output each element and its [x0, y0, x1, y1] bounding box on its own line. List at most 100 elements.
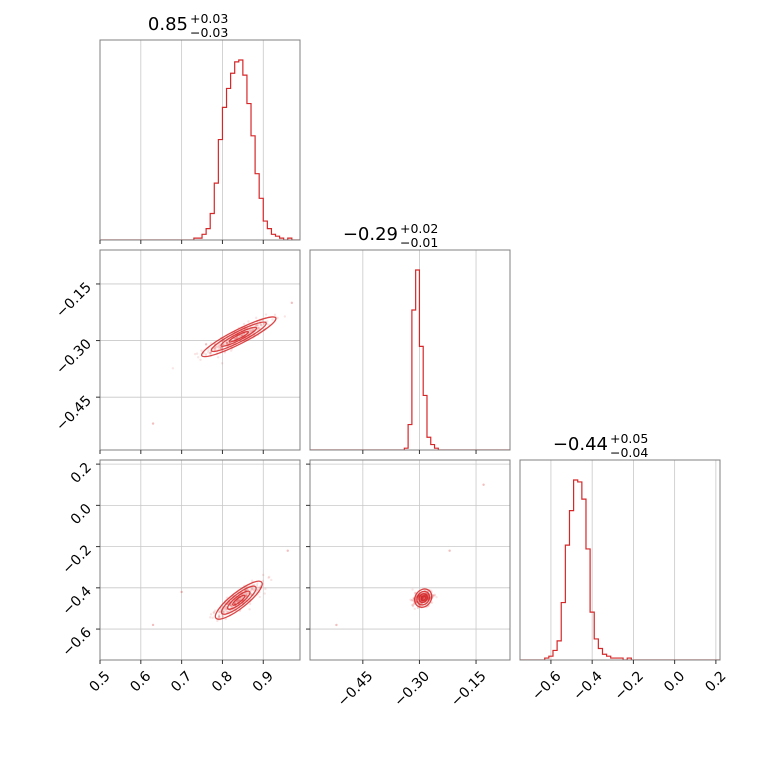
scatter-point [226, 610, 230, 613]
scatter-point [180, 590, 183, 594]
scatter-point [255, 324, 258, 327]
scatter-point [171, 367, 175, 370]
scatter-point [411, 604, 415, 607]
scatter-point [431, 593, 435, 597]
scatter-point [222, 611, 226, 614]
x-tick-label: −0.4 [570, 668, 605, 703]
scatter-point [242, 322, 246, 326]
scatter-point [247, 588, 250, 591]
scatter-point [234, 336, 238, 340]
panel-title-minus-2: −0.04 [610, 445, 648, 460]
scatter-point [222, 611, 225, 614]
scatter-point [235, 600, 238, 604]
scatter-point [421, 597, 424, 600]
contour-line [220, 585, 257, 615]
scatter-point [229, 604, 233, 607]
scatter-point [264, 587, 267, 591]
scatter-point [256, 581, 259, 585]
scatter-point [249, 329, 252, 332]
scatter-point [249, 588, 252, 592]
scatter-point [220, 346, 223, 350]
panel-frame [309, 249, 511, 451]
scatter-point [243, 332, 246, 336]
scatter-point [411, 599, 415, 602]
scatter-point [250, 579, 254, 582]
scatter-point [208, 351, 212, 355]
scatter-point [209, 351, 213, 354]
y-tick-label: −0.15 [53, 279, 95, 321]
scatter-point [233, 602, 237, 605]
contour-line [228, 330, 250, 343]
scatter-point [431, 595, 435, 598]
contour-line [418, 593, 428, 604]
scatter-point [209, 352, 212, 356]
scatter-point [413, 591, 417, 594]
scatter-point [225, 341, 229, 345]
panel-title-0: 0.85 [148, 14, 188, 35]
histogram-1 [310, 269, 510, 450]
scatter-point [233, 338, 236, 341]
scatter-point [216, 344, 219, 347]
scatter-point [221, 614, 225, 618]
scatter-point [204, 352, 208, 356]
scatter-point [270, 578, 273, 582]
x-tick-label: −0.45 [335, 668, 377, 710]
scatter-point [411, 598, 414, 602]
scatter-point [226, 610, 229, 613]
scatter-point [216, 356, 220, 359]
scatter-point [421, 597, 424, 600]
panel-frame [519, 459, 721, 661]
scatter-point [433, 594, 437, 597]
contour-line [414, 588, 433, 608]
scatter-points [151, 549, 289, 627]
scatter-point [432, 594, 435, 598]
scatter-point [248, 608, 251, 611]
scatter-point [430, 601, 434, 604]
x-tick-label: 0.6 [127, 668, 154, 695]
scatter-point [237, 599, 240, 602]
panel-title-minus-0: −0.03 [190, 25, 228, 40]
histogram-2 [520, 479, 720, 660]
scatter-point [247, 320, 250, 323]
panel-frame [309, 459, 511, 661]
scatter-point [209, 613, 213, 616]
scatter-point [435, 595, 438, 599]
scatter-point [264, 313, 268, 316]
scatter-point [266, 320, 269, 323]
scatter-point [240, 333, 244, 337]
scatter-point [218, 346, 221, 350]
scatter-point [422, 597, 425, 601]
scatter-point [256, 323, 259, 327]
scatter-point [236, 336, 239, 339]
scatter-point [411, 603, 414, 607]
scatter-point [229, 603, 233, 606]
scatter-point [251, 587, 254, 590]
panel-title-plus-1: +0.02 [400, 221, 438, 236]
panel-title-plus-0: +0.03 [190, 11, 228, 26]
contour-line [214, 580, 263, 620]
scatter-point [262, 322, 265, 326]
histogram-0 [100, 59, 300, 240]
scatter-point [257, 326, 261, 330]
scatter-point [246, 588, 249, 592]
scatter-point [224, 341, 228, 344]
scatter-point [268, 575, 271, 579]
scatter-point [218, 610, 221, 613]
scatter-point [482, 483, 485, 486]
scatter-point [433, 593, 436, 596]
scatter-point [222, 609, 225, 612]
scatter-point [286, 549, 289, 552]
scatter-point [223, 607, 226, 611]
y-tick-label: −0.30 [53, 336, 95, 378]
scatter-point [151, 422, 155, 425]
scatter-point [213, 348, 217, 351]
scatter-point [229, 603, 233, 606]
scatter-point [256, 588, 259, 591]
scatter-point [230, 349, 233, 352]
x-tick-label: −0.6 [529, 668, 564, 703]
scatter-point [251, 589, 255, 592]
scatter-point [448, 549, 451, 552]
scatter-point [256, 323, 260, 327]
scatter-point [225, 341, 229, 344]
scatter-point [241, 596, 244, 599]
